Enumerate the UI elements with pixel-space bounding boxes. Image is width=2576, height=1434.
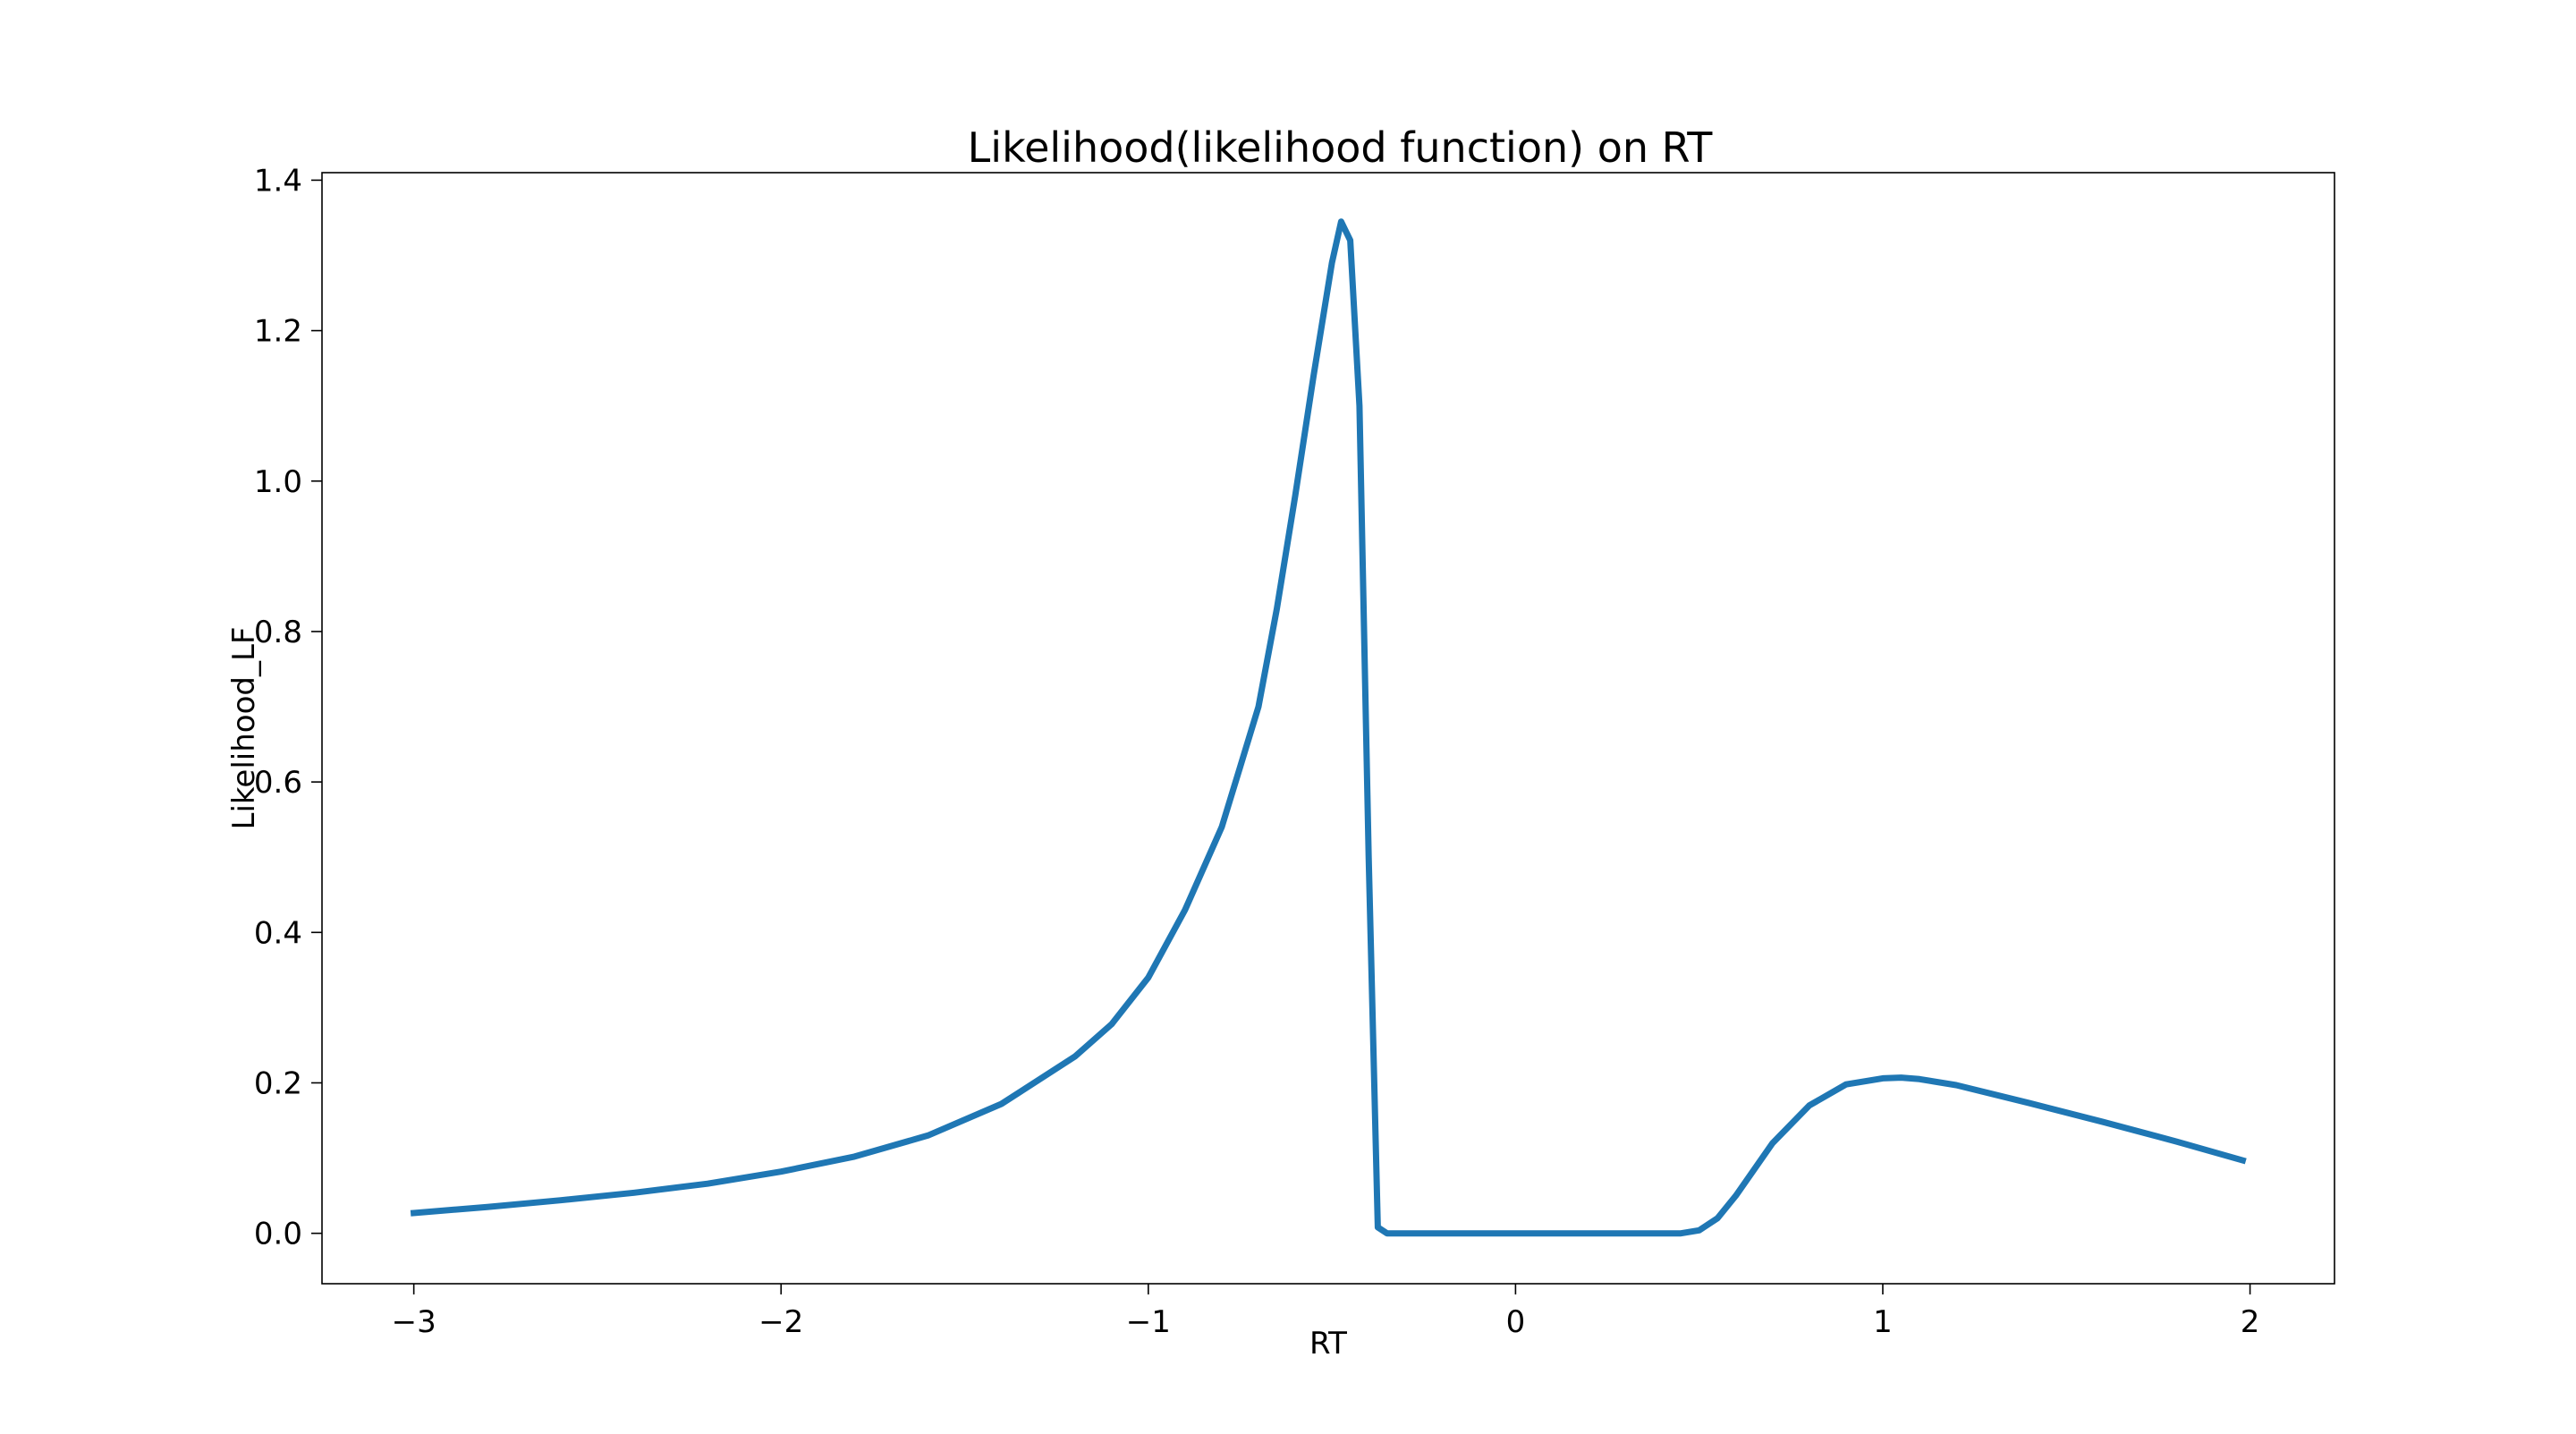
y-tick-label: 1.0: [254, 464, 302, 500]
y-tick-label: 0.8: [254, 615, 302, 650]
y-axis-label: Likelihood_LF: [226, 627, 262, 830]
x-tick-label: −2: [758, 1304, 803, 1340]
series-line-0: [410, 218, 2247, 1237]
y-tick-label: 1.2: [254, 314, 302, 350]
y-tick-label: 0.4: [254, 915, 302, 951]
x-tick-label: 2: [2241, 1304, 2260, 1340]
x-tick-label: 0: [1506, 1304, 1526, 1340]
x-tick-label: 1: [1873, 1304, 1893, 1340]
y-tick-label: 0.2: [254, 1065, 302, 1101]
y-tick-label: 0.6: [254, 765, 302, 801]
plot-frame: [321, 172, 2335, 1285]
x-tick-label: −3: [392, 1304, 436, 1340]
x-tick-label: −1: [1126, 1304, 1171, 1340]
y-tick-label: 1.4: [254, 163, 302, 199]
chart-title: Likelihood(likelihood function) on RT: [968, 123, 1714, 172]
x-axis: −3 −2 −1 0 1 2: [392, 1284, 2260, 1340]
x-axis-label: RT: [1309, 1326, 1347, 1362]
y-axis: 0.0 0.2 0.4 0.6 0.8 1.0 1.2 1.4: [254, 163, 322, 1252]
y-tick-label: 0.0: [254, 1217, 302, 1252]
plot-area: [410, 218, 2247, 1237]
